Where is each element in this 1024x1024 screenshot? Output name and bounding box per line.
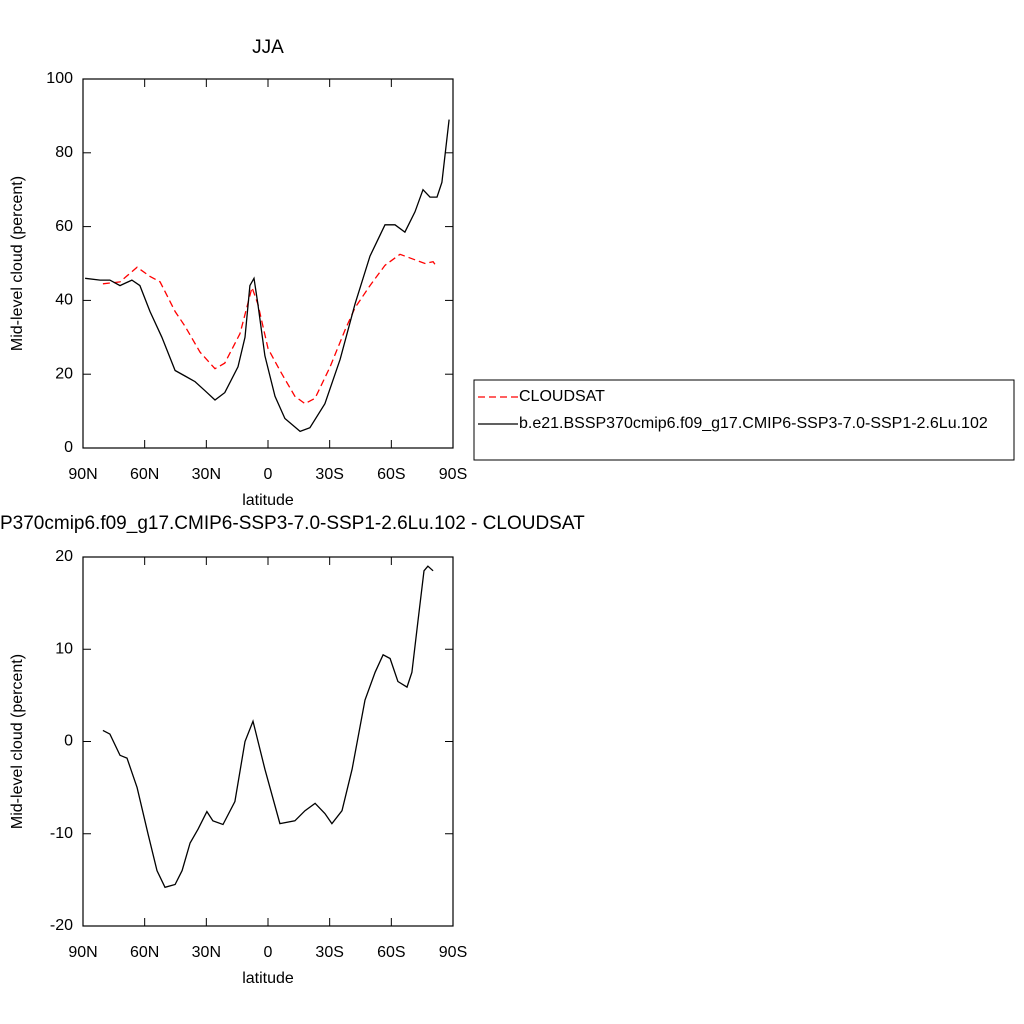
data-line [102, 565, 434, 889]
legend-box [473, 379, 1015, 461]
y-axis-label: Mid-level cloud (percent) [9, 654, 26, 829]
x-tick-label: 90N [68, 944, 97, 961]
x-axis-label: latitude [242, 970, 294, 987]
chart-title: P370cmip6.f09_g17.CMIP6-SSP3-7.0-SSP1-2.… [0, 513, 585, 534]
legend-label: b.e21.BSSP370cmip6.f09_g17.CMIP6-SSP3-7.… [519, 415, 988, 432]
x-tick-label: 0 [264, 944, 273, 961]
y-tick-label: 60 [55, 218, 73, 235]
x-tick-label: 60S [377, 466, 405, 483]
chart-title: JJA [252, 37, 284, 58]
y-tick-label: 20 [55, 548, 73, 565]
x-tick-label: 30S [315, 944, 343, 961]
x-tick-label: 60S [377, 944, 405, 961]
y-axis-label: Mid-level cloud (percent) [9, 176, 26, 351]
x-tick-label: 90S [439, 944, 467, 961]
y-tick-label: 10 [55, 640, 73, 657]
x-tick-label: 60N [130, 466, 159, 483]
x-axis-label: latitude [242, 492, 294, 509]
x-tick-label: 90N [68, 466, 97, 483]
y-tick-label: 100 [46, 70, 73, 87]
x-tick-label: 60N [130, 944, 159, 961]
x-tick-label: 30N [192, 466, 221, 483]
plot-frame [82, 556, 454, 927]
legend-label: CLOUDSAT [519, 388, 605, 405]
y-tick-label: 40 [55, 292, 73, 309]
y-tick-label: -10 [50, 825, 73, 842]
data-line [85, 119, 450, 433]
y-tick-label: 0 [64, 439, 73, 456]
y-tick-label: -20 [50, 917, 73, 934]
data-line [102, 253, 438, 405]
x-tick-label: 0 [264, 466, 273, 483]
x-tick-label: 30S [315, 466, 343, 483]
y-tick-label: 80 [55, 144, 73, 161]
y-tick-label: 20 [55, 365, 73, 382]
plot-frame [82, 78, 454, 449]
y-tick-label: 0 [64, 733, 73, 750]
x-tick-label: 90S [439, 466, 467, 483]
x-tick-label: 30N [192, 944, 221, 961]
